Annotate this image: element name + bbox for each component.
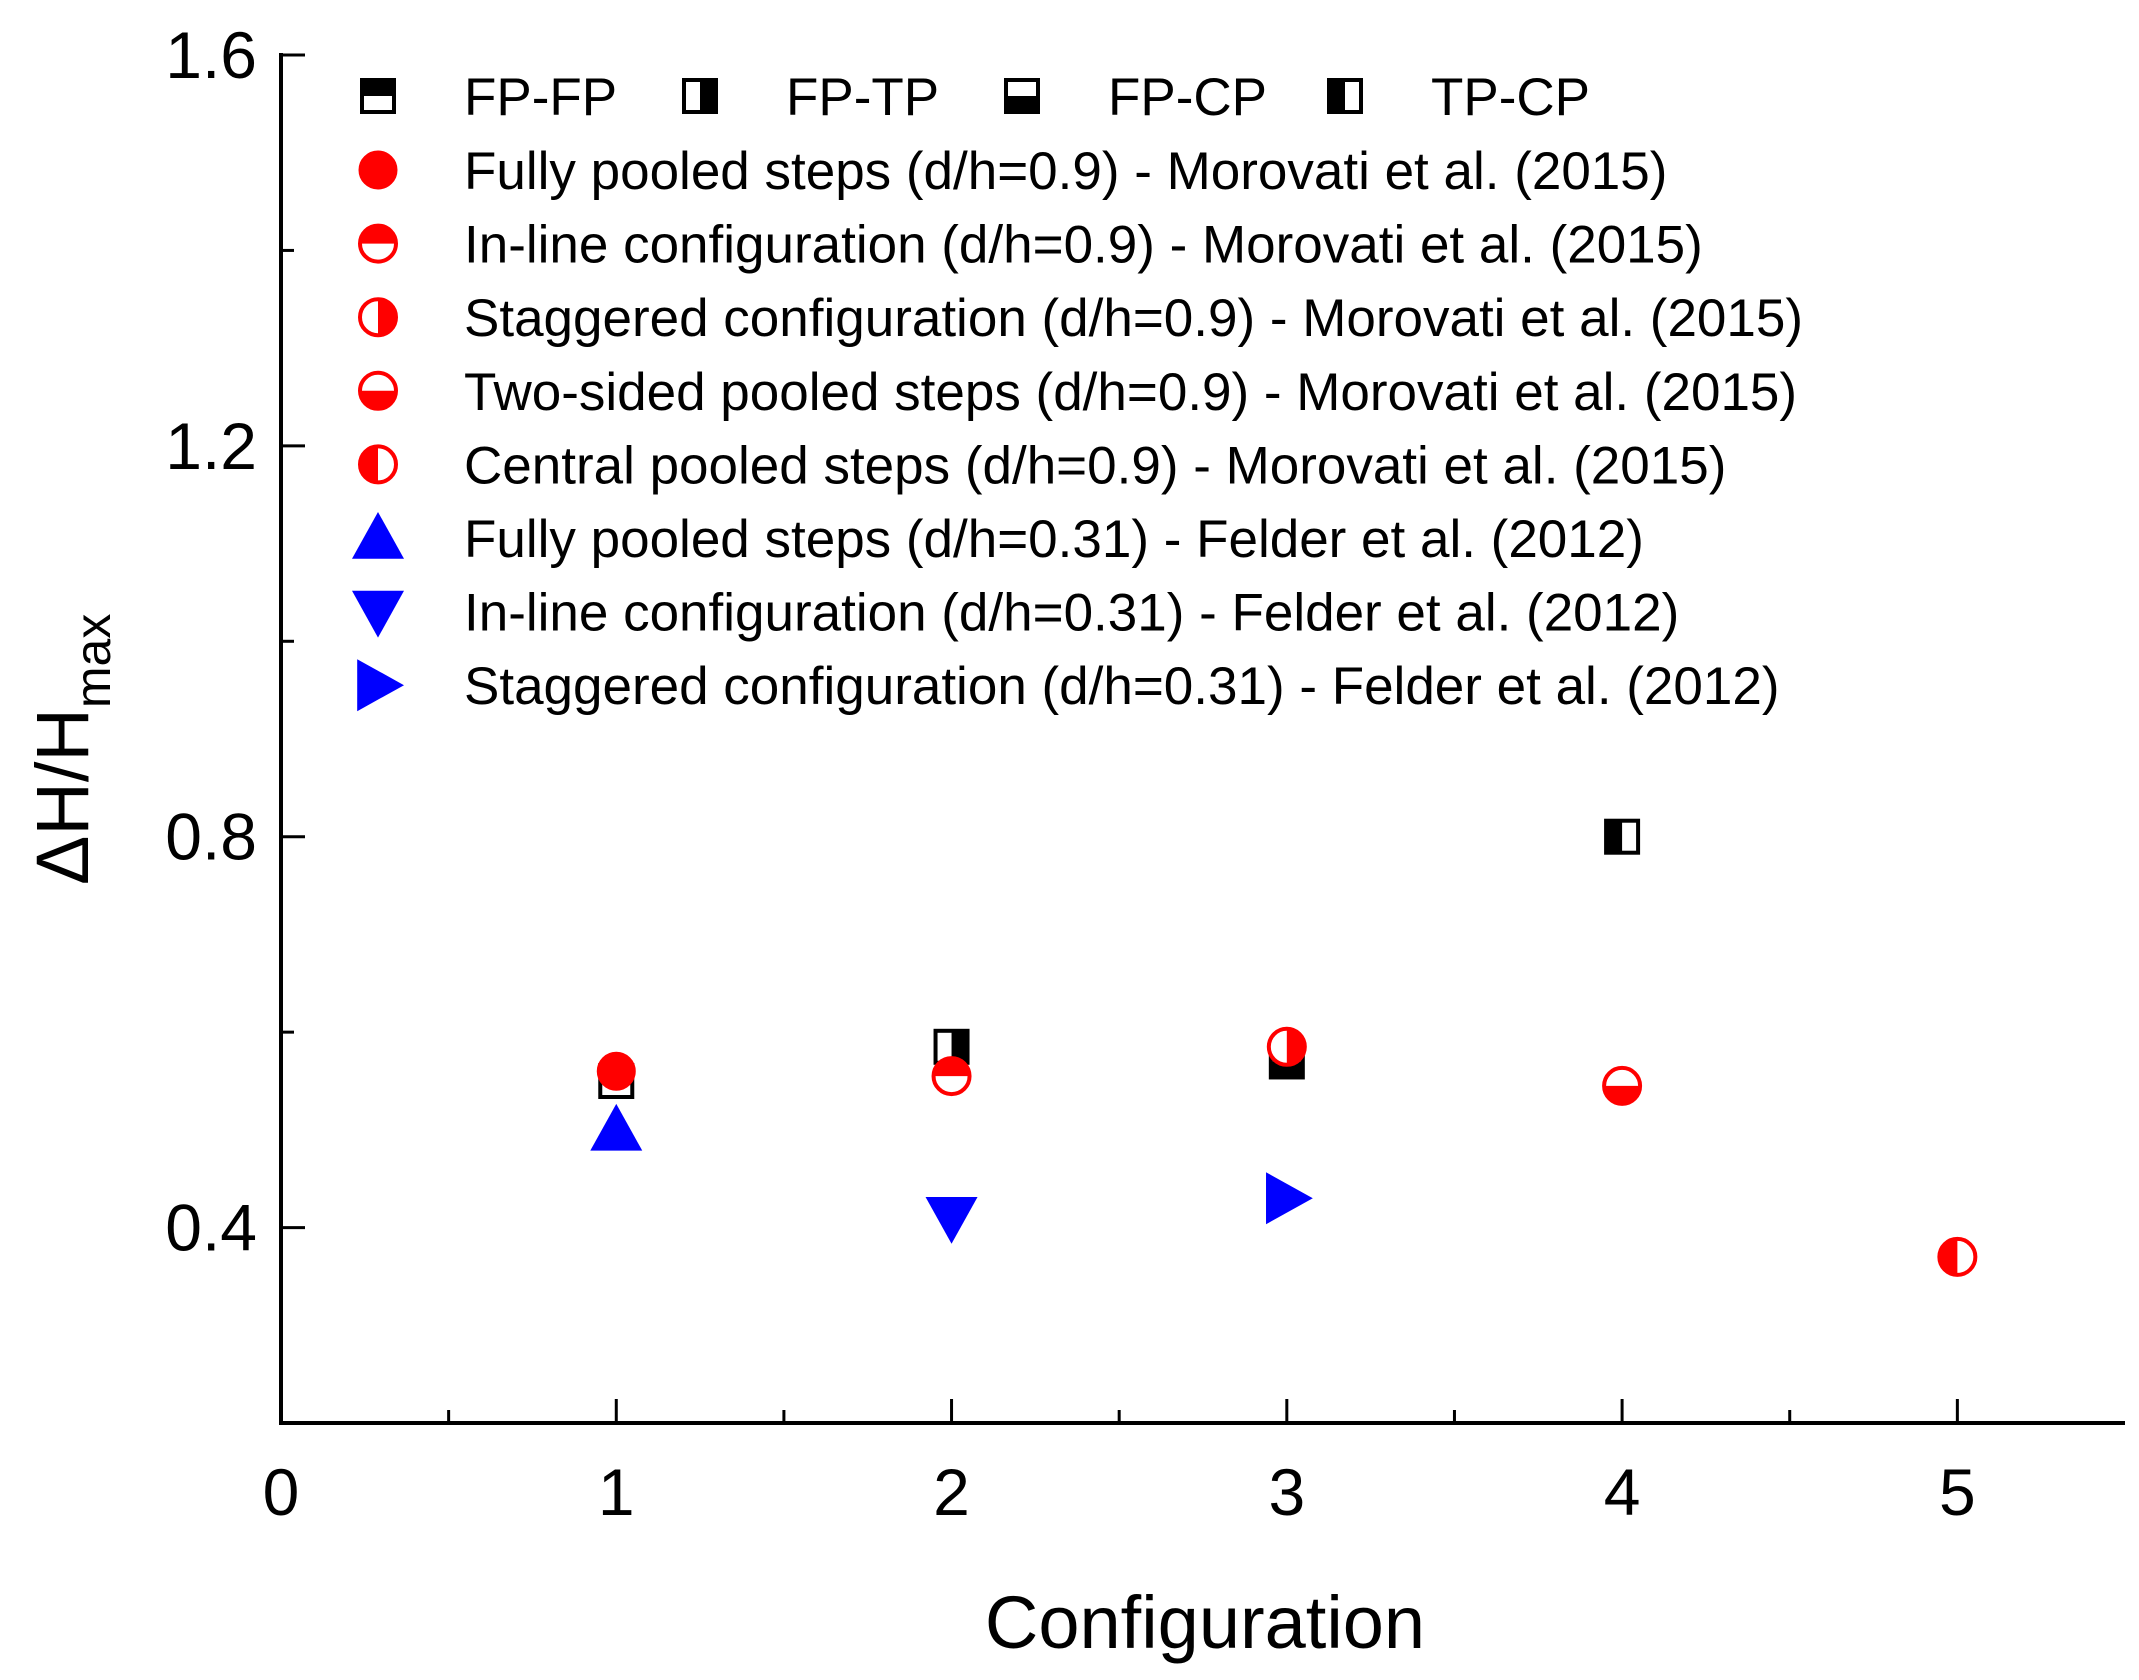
x-tick-label: 0	[263, 1455, 300, 1529]
legend-label: Staggered configuration (d/h=0.9) - Moro…	[464, 289, 1803, 348]
legend-marker	[360, 78, 396, 114]
y-axis-title-main: ΔH/H	[21, 708, 104, 885]
legend-label: Fully pooled steps (d/h=0.31) - Felder e…	[464, 510, 1644, 569]
legend-marker	[352, 512, 404, 559]
data-point	[931, 1056, 972, 1097]
x-tick-label: 3	[1268, 1455, 1305, 1529]
y-axis-title-text: ΔH/Hmax	[21, 614, 121, 885]
legend-marker	[1004, 78, 1040, 114]
legend-marker	[358, 297, 398, 338]
legend: FP-FP FP-TP FP-CP TP-CP Fully pooled steps (…	[352, 68, 1803, 716]
data-point	[1266, 1172, 1313, 1225]
legend-marker	[358, 444, 398, 485]
y-tick-label: 1.2	[165, 409, 257, 483]
x-tick-label: 5	[1939, 1455, 1976, 1529]
legend-label: FP-FP	[464, 68, 617, 127]
data-point	[596, 1051, 636, 1091]
x-tick-label: 2	[933, 1455, 970, 1529]
axes	[279, 53, 2125, 1425]
x-tick-label: 1	[598, 1455, 635, 1529]
legend-label: Fully pooled steps (d/h=0.9) - Morovati …	[464, 142, 1667, 201]
tick-labels: 0 1 2 3 4 5 0.4 0.8 1.2 1.6	[165, 18, 1975, 1529]
legend-label: FP-TP	[786, 68, 939, 127]
y-axis-title-subscript: max	[65, 614, 121, 708]
data-point	[925, 1197, 978, 1244]
legend-label: In-line configuration (d/h=0.31) - Felde…	[464, 584, 1679, 643]
y-axis-title: ΔH/Hmax	[21, 614, 121, 885]
legend-label: Central pooled steps (d/h=0.9) - Morovat…	[464, 436, 1726, 495]
legend-marker	[358, 370, 398, 411]
y-tick-label: 1.6	[165, 18, 257, 92]
legend-marker	[358, 150, 398, 190]
data-point	[590, 1103, 643, 1151]
data-points	[590, 818, 1978, 1277]
x-tick-label: 4	[1604, 1455, 1641, 1529]
x-axis-title: Configuration	[985, 1581, 1425, 1664]
data-point	[1602, 1065, 1643, 1106]
legend-marker	[682, 78, 718, 114]
legend-label: Two-sided pooled steps (d/h=0.9) - Morov…	[464, 363, 1797, 422]
data-point	[1266, 1026, 1307, 1067]
legend-label: FP-CP	[1108, 68, 1267, 127]
data-point	[1937, 1236, 1978, 1277]
legend-label: Staggered configuration (d/h=0.31) - Fel…	[464, 657, 1779, 716]
tick-marks	[281, 53, 1959, 1423]
data-point	[1604, 818, 1641, 855]
legend-marker	[352, 590, 404, 638]
legend-marker	[357, 659, 404, 712]
legend-marker	[1327, 78, 1363, 114]
legend-label: In-line configuration (d/h=0.9) - Morova…	[464, 216, 1703, 275]
y-tick-label: 0.8	[165, 800, 257, 874]
y-tick-label: 0.4	[165, 1191, 257, 1265]
legend-marker	[358, 223, 398, 264]
legend-label: TP-CP	[1431, 68, 1590, 127]
